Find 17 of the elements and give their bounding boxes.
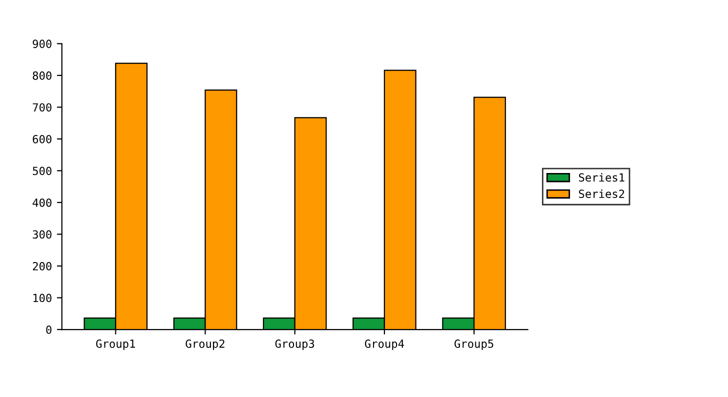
legend-label: Series2 <box>578 189 624 198</box>
y-tick-label: 300 <box>32 230 52 239</box>
y-tick-label: 400 <box>32 198 52 207</box>
x-tick-label: Group3 <box>275 339 314 350</box>
x-tick-label: Group1 <box>96 339 135 350</box>
x-tick-label: Group4 <box>364 339 404 350</box>
x-tick-label: Group2 <box>186 339 224 350</box>
legend-label: Series1 <box>578 173 624 182</box>
y-tick-label: 700 <box>32 103 52 112</box>
y-tick-label: 100 <box>33 294 52 302</box>
y-tick-label: 800 <box>32 71 52 80</box>
x-tick-label: Group5 <box>454 339 494 350</box>
y-tick-label: 0 <box>46 326 52 334</box>
y-tick-label: 200 <box>32 262 52 270</box>
y-tick-label: 900 <box>32 40 52 48</box>
y-tick-label: 500 <box>32 166 52 176</box>
y-tick-label: 600 <box>32 134 52 144</box>
